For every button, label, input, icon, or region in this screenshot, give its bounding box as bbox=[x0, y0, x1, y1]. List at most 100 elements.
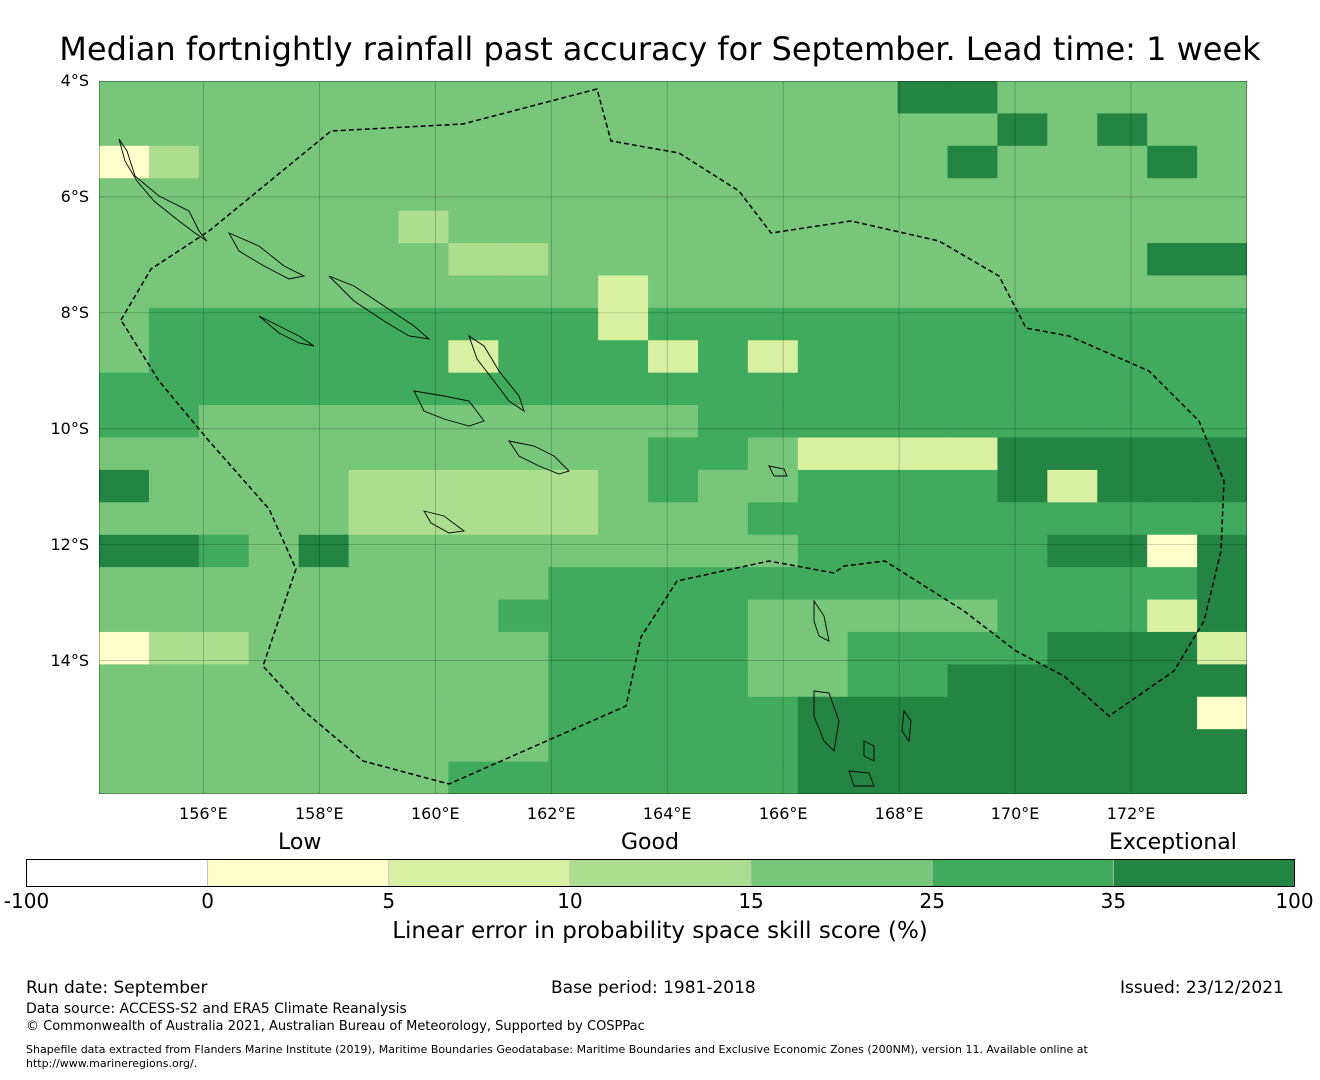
grid-cell bbox=[797, 729, 849, 763]
colorbar-tick-label: 5 bbox=[382, 889, 396, 913]
grid-cell bbox=[298, 275, 350, 309]
grid-cell bbox=[797, 502, 849, 536]
run-date: Run date: September bbox=[26, 978, 208, 998]
graticule bbox=[99, 81, 1247, 794]
grid-cell bbox=[398, 437, 449, 471]
grid-cell bbox=[448, 340, 499, 374]
grid-cell bbox=[148, 696, 200, 730]
grid-cell bbox=[947, 567, 998, 601]
grid-cell bbox=[248, 729, 300, 763]
grid-cell bbox=[1097, 761, 1148, 794]
grid-cell bbox=[548, 340, 599, 374]
grid-cell bbox=[298, 210, 350, 244]
grid-cell bbox=[947, 534, 998, 568]
grid-cell bbox=[298, 81, 350, 114]
island-new-georgia bbox=[258, 315, 315, 347]
grid-cell bbox=[897, 469, 949, 503]
grid-cell bbox=[997, 275, 1048, 309]
grid-cell bbox=[847, 502, 899, 536]
grid-cell bbox=[598, 405, 649, 438]
island-choiseul bbox=[227, 232, 306, 280]
grid-cell bbox=[997, 405, 1048, 438]
grid-cell bbox=[947, 469, 998, 503]
grid-cell bbox=[947, 113, 998, 147]
grid-cell bbox=[498, 664, 549, 698]
grid-cell bbox=[847, 567, 899, 601]
grid-cell bbox=[697, 664, 749, 698]
grid-cell bbox=[498, 631, 549, 665]
grid-cell bbox=[847, 599, 899, 633]
grid-cell bbox=[897, 145, 949, 179]
grid-cell bbox=[1097, 113, 1148, 147]
lon-label: 170°E bbox=[990, 804, 1040, 823]
grid-cell bbox=[897, 243, 949, 276]
skill-score-map[interactable] bbox=[99, 81, 1247, 794]
grid-cell bbox=[947, 437, 998, 471]
grid-cell bbox=[148, 275, 200, 309]
lat-label: 4°S bbox=[60, 71, 89, 90]
grid-cell bbox=[448, 113, 499, 147]
grid-cell bbox=[947, 696, 998, 730]
grid-cell bbox=[947, 340, 998, 374]
grid-cell bbox=[997, 469, 1048, 503]
grid-cell bbox=[99, 761, 150, 794]
lat-label: 14°S bbox=[50, 650, 89, 670]
grid-cell bbox=[997, 567, 1048, 601]
grid-cell bbox=[648, 243, 699, 276]
grid-cell bbox=[847, 534, 899, 568]
grid-cell bbox=[448, 275, 499, 309]
grid-cell bbox=[99, 567, 150, 601]
grid-cell bbox=[947, 372, 998, 406]
grid-cell bbox=[99, 664, 150, 698]
category-good: Good bbox=[621, 830, 679, 855]
grid-cell bbox=[847, 178, 899, 212]
grid-cell bbox=[697, 113, 749, 147]
grid-cell bbox=[448, 469, 499, 503]
grid-cell bbox=[1097, 599, 1148, 633]
grid-cell bbox=[398, 243, 449, 276]
grid-cell bbox=[847, 81, 899, 114]
grid-cell bbox=[548, 210, 599, 244]
grid-cell bbox=[747, 243, 799, 276]
grid-cell bbox=[198, 437, 250, 471]
grid-cell bbox=[1097, 307, 1148, 341]
grid-cell bbox=[548, 275, 599, 309]
grid-cell bbox=[298, 372, 350, 406]
grid-cell bbox=[1147, 340, 1198, 374]
issued-date: Issued: 23/12/2021 bbox=[1120, 978, 1284, 998]
grid-cell bbox=[1047, 761, 1098, 794]
grid-cell bbox=[248, 469, 300, 503]
grid-cell bbox=[248, 534, 300, 568]
grid-cell bbox=[598, 307, 649, 341]
grid-cell bbox=[648, 664, 699, 698]
grid-cell bbox=[1147, 243, 1198, 276]
grid-cell bbox=[747, 275, 799, 309]
island-makira bbox=[508, 440, 570, 475]
grid-cell bbox=[897, 340, 949, 374]
grid-cell bbox=[548, 567, 599, 601]
grid-cell bbox=[248, 113, 300, 147]
grid-cell bbox=[1097, 696, 1148, 730]
grid-cell bbox=[648, 534, 699, 568]
grid-cell bbox=[548, 145, 599, 179]
island-malaita bbox=[468, 334, 525, 413]
grid-cell bbox=[498, 307, 549, 341]
grid-cell bbox=[847, 340, 899, 374]
grid-cell bbox=[198, 340, 250, 374]
grid-cell bbox=[1197, 178, 1247, 212]
grid-cell bbox=[498, 178, 549, 212]
shapefile-url[interactable]: http://www.marineregions.org/. bbox=[26, 1057, 198, 1070]
grid-cell bbox=[398, 210, 449, 244]
lat-label: 12°S bbox=[50, 534, 89, 554]
grid-cell bbox=[947, 631, 998, 665]
grid-cell bbox=[598, 664, 649, 698]
grid-cell bbox=[697, 696, 749, 730]
grid-cell bbox=[548, 437, 599, 471]
grid-cell bbox=[747, 534, 799, 568]
grid-cell bbox=[198, 405, 250, 438]
grid-cell bbox=[697, 405, 749, 438]
grid-cell bbox=[298, 534, 350, 568]
grid-cell bbox=[697, 437, 749, 471]
grid-cell bbox=[99, 275, 150, 309]
grid-cell bbox=[398, 113, 449, 147]
